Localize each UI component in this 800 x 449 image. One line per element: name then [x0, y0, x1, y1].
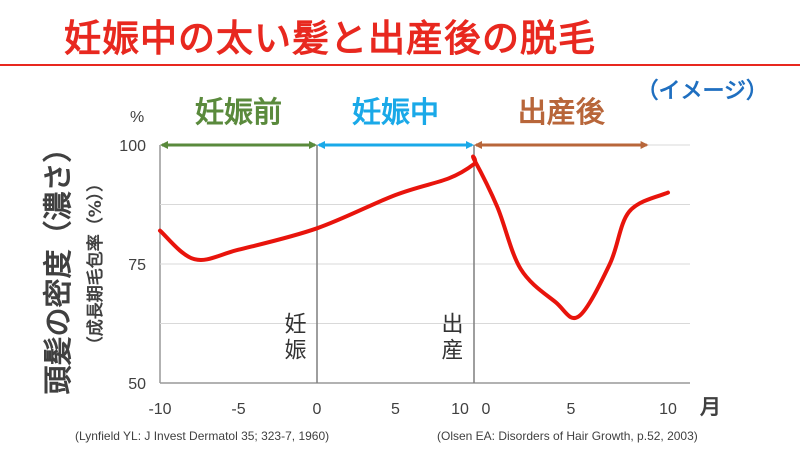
x-tick-label: 5	[391, 401, 400, 418]
x-tick-label: 10	[659, 401, 677, 418]
phase-label: 妊娠前	[195, 95, 282, 129]
y-tick-label: 50	[128, 376, 146, 393]
y-tick-label: 100	[119, 138, 146, 155]
x-unit-label: 月	[699, 395, 721, 419]
x-tick-label: 0	[313, 401, 322, 418]
title-underline	[0, 64, 800, 66]
image-note: （イメージ）	[636, 79, 768, 104]
citation-left: (Lynfield YL: J Invest Dermatol 35; 323-…	[75, 429, 329, 443]
x-tick-label: 10	[451, 401, 469, 418]
event-label: 出産	[438, 312, 464, 360]
y-axis-title: 頭髪の密度（濃さ）	[41, 133, 75, 394]
x-tick-label: 0	[482, 401, 491, 418]
x-tick-label: -5	[231, 401, 245, 418]
phase-label: 妊娠中	[352, 95, 439, 129]
y-unit-label: %	[130, 109, 144, 126]
x-tick-label: 5	[567, 401, 576, 418]
citation-right: (Olsen EA: Disorders of Hair Growth, p.5…	[437, 429, 698, 443]
y-tick-label: 75	[128, 257, 146, 274]
page-title: 妊娠中の太い髪と出産後の脱毛	[64, 17, 596, 60]
phase-label: 出産後	[518, 95, 606, 129]
y-axis-subtitle: （成長期毛包率（%））	[85, 175, 106, 354]
event-label: 妊娠	[281, 312, 307, 360]
series-line	[158, 154, 670, 320]
x-tick-label: -10	[148, 401, 171, 418]
